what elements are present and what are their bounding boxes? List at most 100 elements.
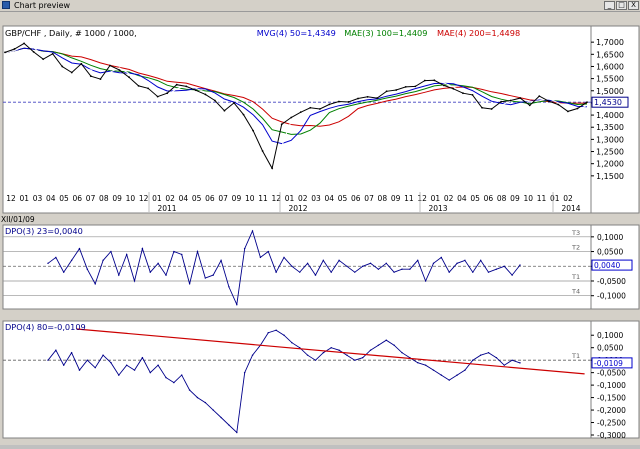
price-ytick-label: 1,5500 [596,75,624,84]
dpo2-point [401,351,403,354]
dpo1-point [47,262,49,265]
maximize-button[interactable]: □ [616,1,627,10]
price-point [567,110,569,113]
price-point [357,97,359,100]
dpo1-point [424,280,427,282]
price-point [223,109,226,112]
dpo2-point [236,431,238,434]
dpo1-point [291,265,293,267]
dpo1-point [196,250,199,253]
x-month-label: 09 [112,194,122,203]
dpo2-point [283,334,285,336]
price-point [509,99,512,102]
price-point [576,107,579,110]
x-month-label: 01 [19,194,29,203]
price-point [385,90,388,93]
x-month-label: 11 [404,194,414,203]
dpo1-point [479,259,482,262]
dpo2-point [125,364,128,366]
dpo1-point [251,230,254,232]
x-month-label: 02 [444,194,454,203]
dpo1-point [456,262,458,265]
threshold-label: T3 [571,229,580,237]
dpo2-point [86,359,89,361]
price-point [61,65,64,68]
window-titlebar[interactable]: Chart preview _ □ X [0,0,640,12]
dpo1-point [243,247,246,250]
price-point [328,103,331,106]
dpo1-point [299,271,301,273]
dpo2-point [149,371,151,374]
dpo2-last-value-box [591,357,633,369]
dpo2-point [55,349,57,351]
dpo1-point [149,271,151,273]
price-point [547,100,550,103]
minimize-button[interactable]: _ [604,1,615,10]
dpo2-point [495,356,498,359]
price-point [481,106,483,109]
dpo1-point [94,283,96,285]
dpo2-point [479,354,482,356]
threshold-label: T1 [571,352,580,360]
price-last-value-label: 1,4530 [594,98,622,107]
dpo1-point [495,268,498,270]
dpo2-point [165,376,167,379]
dpo2-point [243,371,246,374]
dpo1-point [306,262,309,265]
dpo1-point [401,268,403,270]
dpo1-ytick-label: -0,1000 [597,292,626,301]
x-month-label: 04 [457,194,467,203]
x-month-label: 05 [338,194,348,203]
dpo2-point [63,364,65,366]
dpo2-point [299,346,301,349]
dpo1-point [338,259,340,262]
panel-2-plot [2,320,592,439]
price-point [185,85,188,88]
dpo2-point [133,369,136,371]
price-ytick-label: 1,3000 [596,135,624,144]
dpo1-point [464,259,466,262]
close-button[interactable]: X [628,1,639,10]
price-point [204,93,207,96]
price-ytick-label: 1,6000 [596,62,624,71]
x-month-label: 06 [73,194,83,203]
dpo1-point [118,274,120,276]
price-point [528,104,531,107]
x-month-label: 06 [205,194,215,203]
dpo1-point [125,253,128,256]
price-point [290,116,293,119]
dpo1-point [369,262,372,265]
panel-0-axis [590,25,640,214]
price-point [309,106,312,109]
x-month-label: 06 [351,194,361,203]
dpo1-point [102,259,104,262]
x-month-label: 01 [285,194,295,203]
dpo1-point [236,303,238,306]
dpo1-point [417,259,419,262]
x-month-label: 11 [537,194,547,203]
price-point [80,62,83,65]
dpo2-ytick-label: -0,2000 [597,406,626,415]
dpo1-point [78,247,81,250]
price-point [23,42,25,45]
dpo1-point [188,283,191,285]
dpo2-point [70,351,73,354]
dpo2-point [369,349,372,351]
price-point [338,100,340,103]
price-point [51,52,54,55]
x-month-label: 12 [6,194,16,203]
dpo2-point [417,361,419,364]
dpo1-point [393,271,395,273]
dpo2-ytick-label: 0,0500 [597,344,623,353]
dpo1-ytick-label: -0,0500 [597,277,626,286]
dpo1-point [472,271,474,273]
dpo1-last-value-label: 0,0040 [594,261,620,270]
price-point [433,79,436,82]
dpo1-point [511,274,513,276]
x-month-label: 02 [298,194,308,203]
dpo2-point [228,424,230,426]
x-month-label: 05 [470,194,480,203]
dpo2-point [118,374,120,376]
dpo1-point [110,250,112,253]
